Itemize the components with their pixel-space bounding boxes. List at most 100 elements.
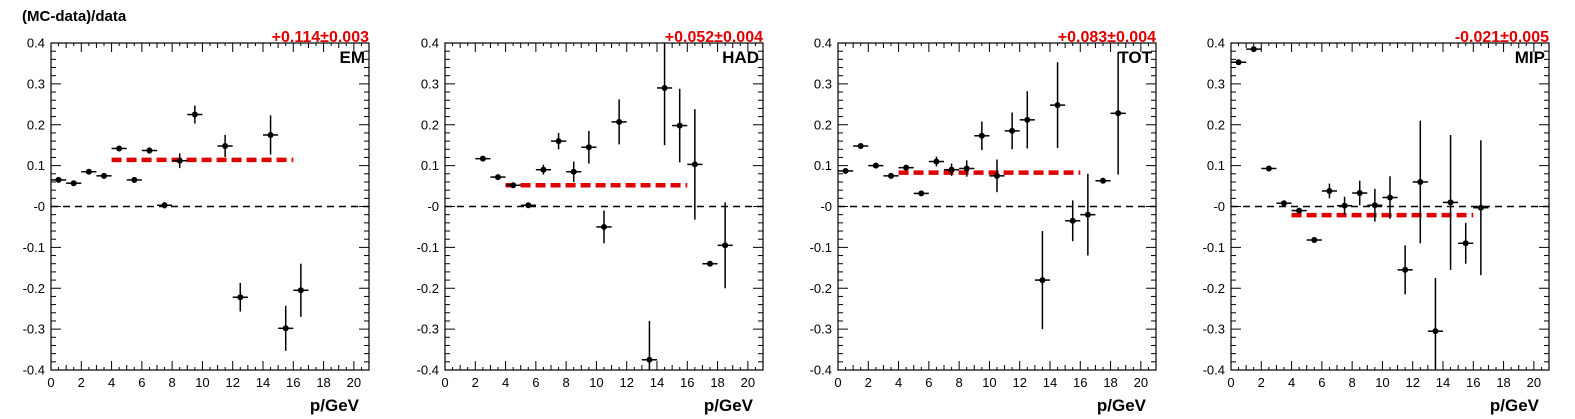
data-point bbox=[903, 164, 910, 171]
data-point bbox=[1265, 165, 1272, 172]
panel-label: TOT bbox=[1118, 48, 1152, 67]
y-tick-label: -0 bbox=[820, 199, 832, 214]
panel-tot: 0 2 4 6 8 10 12 14 16 18 20 -0.4 -0.3 -0.2 -0.1 -0 0.1 0.… bbox=[810, 29, 1157, 415]
x-tick-label: 16 bbox=[1073, 375, 1087, 390]
data-point bbox=[1296, 207, 1303, 214]
x-tick-label: 10 bbox=[589, 375, 603, 390]
y-tick-label: 0.4 bbox=[814, 36, 832, 51]
y-tick-label: -0.3 bbox=[1203, 322, 1225, 337]
data-point bbox=[1250, 46, 1257, 53]
y-tick-label: -0.2 bbox=[23, 281, 45, 296]
data-point bbox=[872, 162, 879, 169]
x-tick-label: 20 bbox=[347, 375, 361, 390]
data-point bbox=[1281, 200, 1287, 207]
data-point bbox=[282, 325, 289, 332]
x-tick-label: 0 bbox=[1227, 375, 1234, 390]
y-tick-label: 0.4 bbox=[27, 36, 45, 51]
data-point bbox=[1387, 194, 1393, 201]
data-point bbox=[131, 176, 138, 183]
x-tick-label: 4 bbox=[108, 375, 115, 390]
data-point bbox=[1356, 190, 1363, 197]
x-tick-label: 8 bbox=[563, 375, 570, 390]
data-point bbox=[222, 143, 229, 150]
y-tick-label: -0.4 bbox=[23, 363, 45, 378]
data-point bbox=[267, 131, 274, 138]
y-tick-label: -0.3 bbox=[23, 322, 45, 337]
x-tick-label: 4 bbox=[895, 375, 902, 390]
x-axis-label: p/GeV bbox=[310, 396, 360, 415]
x-tick-label: 8 bbox=[956, 375, 963, 390]
data-point bbox=[161, 202, 168, 209]
fit-result-label: -0.021±0.005 bbox=[1455, 29, 1549, 46]
x-tick-label: 20 bbox=[1527, 375, 1541, 390]
y-tick-label: -0.4 bbox=[810, 363, 832, 378]
data-point bbox=[570, 168, 577, 175]
panel-label: MIP bbox=[1515, 48, 1545, 67]
data-point bbox=[888, 172, 894, 179]
x-tick-label: 10 bbox=[1375, 375, 1389, 390]
y-tick-label: -0 bbox=[1213, 199, 1225, 214]
x-tick-label: 14 bbox=[256, 375, 270, 390]
data-point bbox=[707, 260, 713, 267]
y-tick-label: -0 bbox=[427, 199, 439, 214]
y-tick-label: -0.2 bbox=[1203, 281, 1225, 296]
y-tick-label: 0.1 bbox=[814, 158, 832, 173]
data-point bbox=[691, 161, 698, 168]
data-point bbox=[146, 147, 153, 154]
data-point bbox=[555, 138, 562, 145]
data-point bbox=[55, 176, 62, 183]
y-tick-label: -0.3 bbox=[810, 322, 832, 337]
x-tick-label: 14 bbox=[1043, 375, 1057, 390]
x-tick-label: 14 bbox=[1436, 375, 1450, 390]
y-tick-label: 0.4 bbox=[421, 36, 439, 51]
y-tick-label: -0.1 bbox=[23, 240, 45, 255]
data-point bbox=[1024, 116, 1031, 123]
x-tick-label: 12 bbox=[1405, 375, 1419, 390]
data-point bbox=[1115, 110, 1122, 117]
data-point bbox=[1432, 328, 1439, 335]
data-point bbox=[1417, 178, 1424, 185]
data-point bbox=[1371, 202, 1378, 209]
x-tick-label: 2 bbox=[472, 375, 479, 390]
y-tick-label: -0.4 bbox=[1203, 363, 1225, 378]
y-tick-label: 0.3 bbox=[421, 76, 439, 91]
x-tick-label: 2 bbox=[865, 375, 872, 390]
x-axis-label: p/GeV bbox=[1097, 396, 1147, 415]
data-point bbox=[237, 294, 244, 301]
data-point bbox=[842, 167, 849, 174]
fit-result-label: +0.083±0.004 bbox=[1058, 29, 1156, 46]
data-point bbox=[495, 174, 501, 181]
x-axis-label: p/GeV bbox=[704, 396, 754, 415]
x-tick-label: 8 bbox=[1349, 375, 1356, 390]
data-point bbox=[70, 180, 77, 187]
data-point bbox=[948, 166, 955, 173]
data-point bbox=[525, 202, 532, 209]
x-tick-label: 4 bbox=[502, 375, 509, 390]
y-tick-label: 0.1 bbox=[1207, 158, 1225, 173]
x-tick-label: 16 bbox=[1466, 375, 1480, 390]
data-point bbox=[1100, 177, 1106, 184]
data-point bbox=[585, 144, 592, 151]
x-tick-label: 6 bbox=[925, 375, 932, 390]
data-point bbox=[661, 84, 668, 91]
x-tick-label: 18 bbox=[1103, 375, 1117, 390]
x-tick-label: 2 bbox=[78, 375, 85, 390]
y-tick-label: -0 bbox=[33, 199, 45, 214]
panel-mip: 0 2 4 6 8 10 12 14 16 18 20 -0.4 -0.3 -0.2 -0.1 -0 0.1 0.… bbox=[1203, 29, 1550, 415]
y-tick-label: -0.3 bbox=[417, 322, 439, 337]
data-point bbox=[676, 122, 683, 129]
y-tick-label: -0.1 bbox=[810, 240, 832, 255]
panel-label: EM bbox=[340, 48, 366, 67]
y-tick-label: 0.1 bbox=[27, 158, 45, 173]
fit-result-label: +0.114±0.003 bbox=[272, 29, 369, 46]
y-tick-label: 0.2 bbox=[814, 117, 832, 132]
data-point bbox=[646, 356, 653, 363]
y-axis-title: (MC-data)/data bbox=[22, 8, 127, 25]
x-tick-label: 14 bbox=[650, 375, 664, 390]
x-tick-label: 12 bbox=[225, 375, 239, 390]
data-point bbox=[1326, 187, 1333, 194]
x-tick-label: 6 bbox=[1318, 375, 1325, 390]
data-point bbox=[1311, 237, 1318, 244]
data-point bbox=[1447, 199, 1454, 206]
